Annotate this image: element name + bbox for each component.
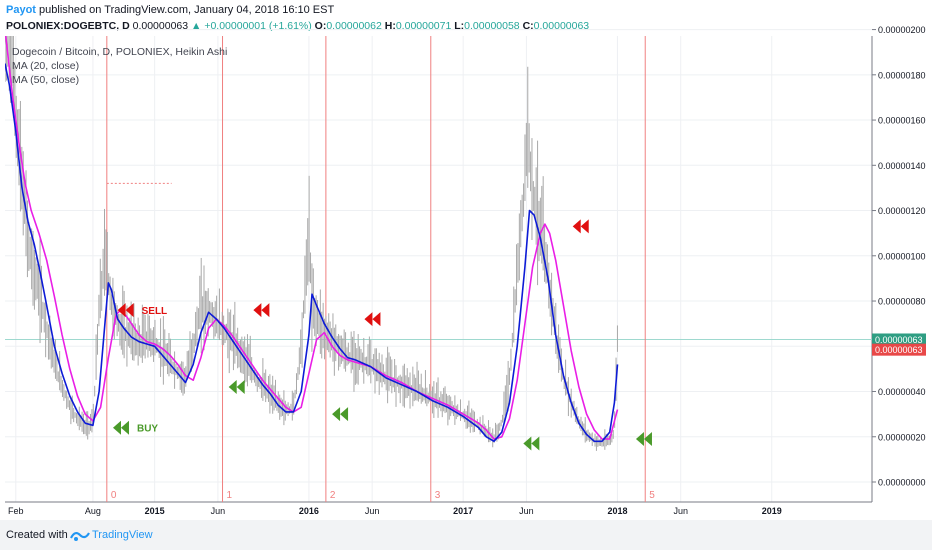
sell-signal-icon-2 [253, 303, 270, 318]
buy-signal-icon-1 [112, 420, 129, 435]
open-value: 0.00000062 [326, 20, 382, 32]
sell-chevron-2-0 [253, 303, 262, 318]
y-tick-label-5: 0.00000100 [878, 251, 926, 261]
buy-signal-icon-3 [228, 379, 245, 394]
cycle-marker-label-5: 5 [649, 490, 655, 501]
published-text: published on TradingView.com, January 04… [39, 4, 335, 16]
buy-chevron-8-0 [635, 432, 644, 447]
close-label: C: [522, 20, 534, 32]
buy-signal-label-1: BUY [137, 424, 158, 435]
y-tick-label-4: 0.00000080 [878, 297, 926, 307]
quote-line: POLONIEX:DOGEBTC, D 0.00000063 ▲ +0.0000… [6, 20, 589, 32]
ma50-line [5, 36, 619, 440]
x-tick-label-6: 2017 [453, 506, 473, 516]
buy-signal-icon-8 [635, 432, 652, 447]
buy-chevron-1-0 [112, 420, 121, 435]
y-tick-label-2: 0.00000040 [878, 387, 926, 397]
buy-chevron-5-1 [340, 407, 349, 422]
price-tag-bg-ma [872, 343, 926, 356]
buy-chevron-6-0 [523, 436, 532, 451]
x-tick-label-1: Aug [85, 506, 101, 516]
buy-chevron-6-1 [531, 436, 540, 451]
buy-signal-icon-5 [332, 407, 349, 422]
sell-signal-label-0: SELL [142, 306, 168, 317]
author-link[interactable]: Payot [6, 4, 36, 16]
x-tick-label-0: Feb [8, 506, 24, 516]
x-tick-label-9: Jun [673, 506, 688, 516]
y-tick-label-7: 0.00000140 [878, 161, 926, 171]
cycle-marker-label-0: 0 [111, 490, 117, 501]
y-tick-label-1: 0.00000020 [878, 432, 926, 442]
open-label: O: [314, 20, 327, 32]
price-tag-label-ma: 0.00000063 [875, 345, 923, 355]
sell-chevron-4-1 [372, 312, 381, 327]
cycle-marker-label-1: 1 [227, 490, 233, 501]
high-value: 0.00000071 [395, 20, 452, 32]
x-tick-label-8: 2018 [607, 506, 627, 516]
header-bar: Payot published on TradingView.com, Janu… [0, 0, 932, 36]
y-tick-label-6: 0.00000120 [878, 206, 926, 216]
x-tick-label-10: 2019 [762, 506, 782, 516]
sell-signal-icon-4 [364, 312, 381, 327]
sell-signal-icon-0 [117, 303, 134, 318]
price-tag-bg-last [872, 333, 926, 346]
ma20-line [5, 63, 619, 443]
footer-bar: Created with TradingView [0, 520, 932, 550]
buy-chevron-5-0 [332, 407, 341, 422]
legend-title: Dogecoin / Bitcoin, D, POLONIEX, Heikin … [12, 46, 228, 58]
buy-signal-icon-6 [523, 436, 540, 451]
sell-chevron-2-1 [261, 303, 270, 318]
cycle-marker-label-2: 2 [330, 490, 336, 501]
price-change: ▲ +0.00000001 (+1.61%) [191, 20, 312, 32]
price-chart[interactable]: 0.000000000.000000200.000000400.00000060… [0, 0, 932, 520]
sell-chevron-4-0 [364, 312, 373, 327]
low-value: 0.00000058 [464, 20, 520, 32]
symbol-label[interactable]: POLONIEX:DOGEBTC, D [6, 20, 130, 32]
created-with-text: Created with [6, 529, 68, 541]
legend-ma50[interactable]: MA (50, close) [12, 74, 80, 86]
sell-chevron-7-0 [572, 219, 581, 234]
chart-legend: Dogecoin / Bitcoin, D, POLONIEX, Heikin … [12, 45, 227, 87]
x-tick-label-7: Jun [519, 506, 534, 516]
legend-ma20[interactable]: MA (20, close) [12, 60, 80, 72]
x-tick-label-4: 2016 [299, 506, 319, 516]
close-value: 0.00000063 [533, 20, 590, 32]
x-tick-label-5: Jun [365, 506, 380, 516]
y-tick-label-0: 0.00000000 [878, 478, 926, 488]
sell-chevron-0-0 [117, 303, 126, 318]
publish-info: Payot published on TradingView.com, Janu… [6, 4, 334, 16]
buy-chevron-3-0 [228, 379, 237, 394]
cycle-marker-label-3: 3 [435, 490, 441, 501]
tradingview-logo-icon [70, 531, 90, 541]
last-price: 0.00000063 [132, 20, 189, 32]
price-tag-label-last: 0.00000063 [875, 335, 923, 345]
y-tick-label-10: 0.00000200 [878, 25, 926, 35]
x-tick-label-2: 2015 [145, 506, 165, 516]
buy-chevron-1-1 [120, 420, 129, 435]
high-label: H: [384, 20, 396, 32]
series-group [5, 36, 619, 451]
buy-chevron-8-1 [643, 432, 652, 447]
tradingview-brand[interactable]: TradingView [92, 529, 153, 541]
y-tick-label-9: 0.00000180 [878, 70, 926, 80]
x-tick-label-3: Jun [211, 506, 226, 516]
sell-chevron-7-1 [580, 219, 589, 234]
y-tick-label-8: 0.00000160 [878, 116, 926, 126]
buy-chevron-3-1 [236, 379, 245, 394]
sell-chevron-0-1 [125, 303, 134, 318]
sell-signal-icon-7 [572, 219, 589, 234]
low-label: L: [454, 20, 465, 32]
